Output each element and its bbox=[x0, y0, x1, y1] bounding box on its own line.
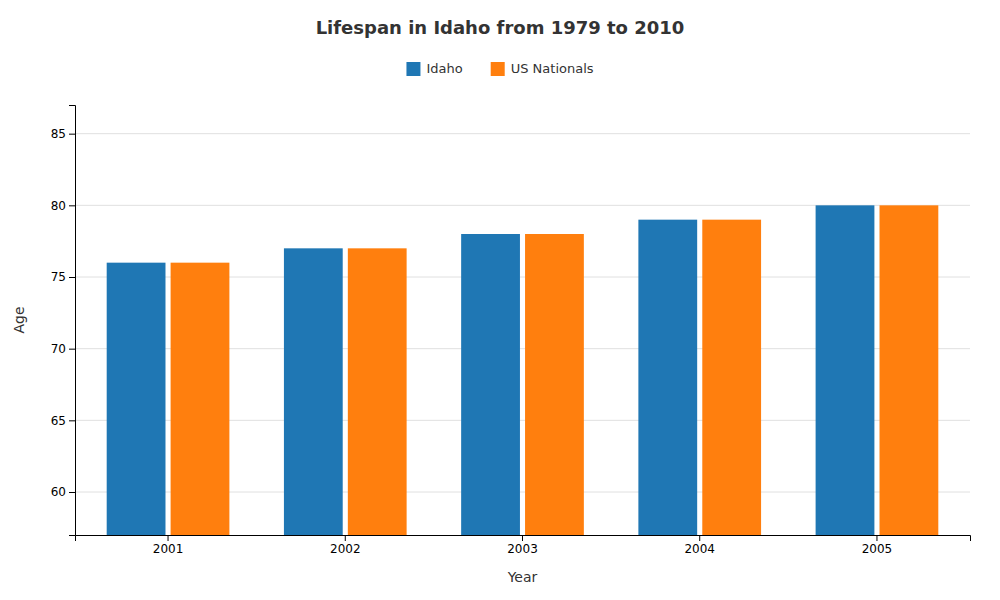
x-tick-mark bbox=[345, 535, 346, 541]
x-tick-mark bbox=[522, 535, 523, 541]
x-axis-title: Year bbox=[507, 569, 538, 585]
x-tick: 2002 bbox=[330, 535, 361, 556]
y-axis-title: Age bbox=[11, 306, 27, 333]
legend-item: US Nationals bbox=[491, 61, 594, 77]
bar-series bbox=[171, 205, 939, 535]
y-tick-label: 60 bbox=[51, 485, 66, 499]
y-tick-mark bbox=[69, 205, 75, 206]
legend-swatch bbox=[406, 62, 420, 76]
y-tick: 75 bbox=[51, 270, 75, 284]
y-tick-label: 65 bbox=[51, 414, 66, 428]
plot: 60 65 70 75 80 85 2001 2002 2003 2004 2005 bbox=[51, 106, 971, 556]
legend-label: US Nationals bbox=[511, 61, 594, 76]
y-tick-label: 85 bbox=[51, 127, 66, 141]
bar bbox=[107, 263, 166, 535]
bars bbox=[107, 205, 939, 535]
y-tick-label: 80 bbox=[51, 199, 66, 213]
bar bbox=[880, 205, 939, 535]
y-tick-label: 75 bbox=[51, 270, 66, 284]
bar bbox=[348, 248, 407, 535]
grid-line bbox=[75, 133, 970, 134]
x-tick-label: 2005 bbox=[862, 542, 893, 556]
y-tick: 60 bbox=[51, 485, 75, 499]
y-tick-mark bbox=[69, 134, 75, 135]
legend-item: Idaho bbox=[406, 61, 462, 77]
y-tick-mark bbox=[69, 349, 75, 350]
bar bbox=[284, 248, 343, 535]
y-tick: 85 bbox=[51, 127, 75, 141]
y-tick-mark bbox=[69, 420, 75, 421]
x-tick-label: 2001 bbox=[153, 542, 184, 556]
bar bbox=[816, 205, 875, 535]
x-tick-mark bbox=[699, 535, 700, 541]
x-tick: 2005 bbox=[862, 535, 893, 556]
x-tick-label: 2002 bbox=[330, 542, 361, 556]
bar bbox=[702, 220, 761, 535]
y-tick: 65 bbox=[51, 414, 75, 428]
y-tick: 70 bbox=[51, 342, 75, 356]
legend-label: Idaho bbox=[426, 61, 462, 76]
x-tick: 2003 bbox=[507, 535, 538, 556]
bar bbox=[171, 263, 230, 535]
x-axis-line bbox=[76, 536, 971, 542]
legend: Idaho US Nationals bbox=[406, 61, 593, 77]
x-tick-mark bbox=[168, 535, 169, 541]
bar bbox=[638, 220, 697, 535]
legend-swatch bbox=[491, 62, 505, 76]
bar bbox=[461, 234, 520, 535]
y-tick-mark bbox=[69, 277, 75, 278]
y-axis-line bbox=[69, 106, 76, 536]
bar bbox=[525, 234, 584, 535]
x-tick: 2004 bbox=[684, 535, 715, 556]
x-tick: 2001 bbox=[153, 535, 184, 556]
title: Lifespan in Idaho from 1979 to 2010 bbox=[316, 17, 685, 38]
x-tick-mark bbox=[876, 535, 877, 541]
y-axis: 60 65 70 75 80 85 bbox=[51, 106, 76, 536]
y-tick-label: 70 bbox=[51, 342, 66, 356]
x-tick-label: 2004 bbox=[684, 542, 715, 556]
x-tick-label: 2003 bbox=[507, 542, 538, 556]
y-tick: 80 bbox=[51, 199, 75, 213]
x-axis: 2001 2002 2003 2004 2005 bbox=[76, 535, 971, 556]
y-tick-mark bbox=[69, 492, 75, 493]
chart: 60 65 70 75 80 85 2001 2002 2003 2004 2005 Year Age L… bbox=[0, 0, 1000, 600]
bar-series bbox=[107, 205, 875, 535]
